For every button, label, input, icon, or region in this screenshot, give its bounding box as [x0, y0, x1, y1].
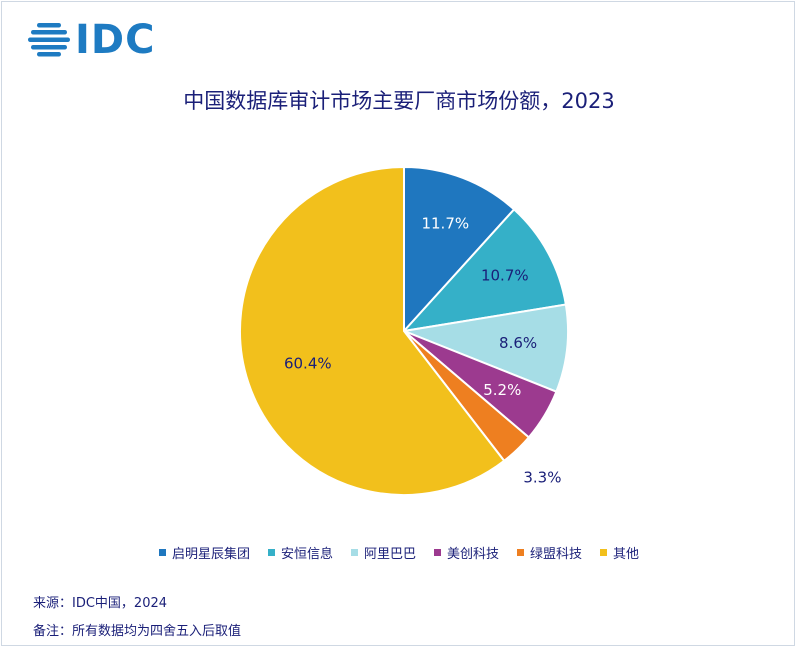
pie-slice-5 [239, 165, 506, 496]
pie-slice-2 [400, 303, 569, 393]
legend-item-0: 启明星辰集团 [158, 543, 250, 562]
legend-label: 绿盟科技 [530, 547, 583, 562]
legend-item-1: 安恒信息 [267, 543, 333, 562]
pie-label-0: 11.7% [421, 214, 469, 232]
legend-label: 美创科技 [447, 547, 500, 562]
source-note: 来源：IDC中国，2024 [33, 596, 168, 611]
legend-swatch [517, 549, 525, 556]
pie-slice-0 [403, 165, 516, 334]
idc-logo: IDC [27, 20, 155, 60]
rounding-note: 备注：所有数据均为四舍五入后取值 [33, 624, 242, 639]
legend-item-4: 绿盟科技 [517, 543, 582, 562]
pie-label-4: 3.3% [523, 469, 561, 487]
globe-icon [28, 23, 70, 57]
legend-item-3: 美创科技 [434, 543, 499, 562]
chart-legend: 启明星辰集团 安恒信息 阿里巴巴 美创科技 绿盟科技 其他 [0, 543, 798, 562]
legend-item-2: 阿里巴巴 [350, 543, 416, 562]
legend-item-5: 其他 [600, 543, 639, 562]
legend-swatch [434, 549, 441, 556]
chart-title: 中国数据库审计市场主要厂商市场份额，2023 [183, 89, 615, 113]
legend-label: 启明星辰集团 [171, 547, 250, 562]
pie-slice-1 [401, 208, 567, 333]
legend-swatch [158, 549, 166, 556]
pie-label-2: 8.6% [499, 334, 537, 352]
legend-swatch [267, 549, 275, 556]
legend-label: 阿里巴巴 [363, 547, 416, 562]
legend-label: 安恒信息 [280, 547, 333, 562]
pie-label-5: 60.4% [284, 354, 332, 372]
logo-text: IDC [75, 17, 156, 63]
legend-swatch [600, 549, 608, 556]
legend-label: 其他 [613, 547, 640, 562]
pie-label-1: 10.7% [481, 267, 529, 285]
pie-label-3: 5.2% [483, 381, 521, 399]
legend-swatch [350, 549, 358, 556]
